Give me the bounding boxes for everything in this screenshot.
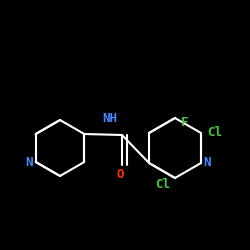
Text: N: N xyxy=(203,156,211,170)
Text: Cl: Cl xyxy=(156,178,170,190)
Text: NH: NH xyxy=(102,112,118,124)
Text: O: O xyxy=(116,168,124,181)
Text: N: N xyxy=(25,156,32,168)
Text: Cl: Cl xyxy=(208,126,222,140)
Text: F: F xyxy=(181,116,189,128)
